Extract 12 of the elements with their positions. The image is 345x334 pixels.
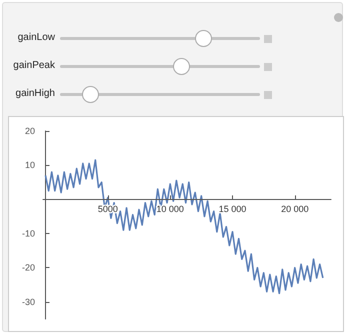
line-series bbox=[44, 159, 324, 294]
y-tick-label: -30 bbox=[22, 296, 35, 307]
y-tick-label: -10 bbox=[22, 228, 35, 239]
text: gainHigh bbox=[16, 88, 55, 99]
x-tick-label: 20 000 bbox=[281, 204, 309, 214]
y-tick-label: 20 bbox=[24, 126, 35, 136]
text: gainPeak bbox=[13, 60, 55, 71]
x-tick-label: 10 000 bbox=[156, 204, 184, 214]
text: gainLow bbox=[18, 32, 55, 43]
x-tick-label: 15 000 bbox=[218, 204, 246, 214]
y-tick-label: -20 bbox=[22, 262, 35, 273]
y-tick-label: 10 bbox=[24, 160, 35, 170]
